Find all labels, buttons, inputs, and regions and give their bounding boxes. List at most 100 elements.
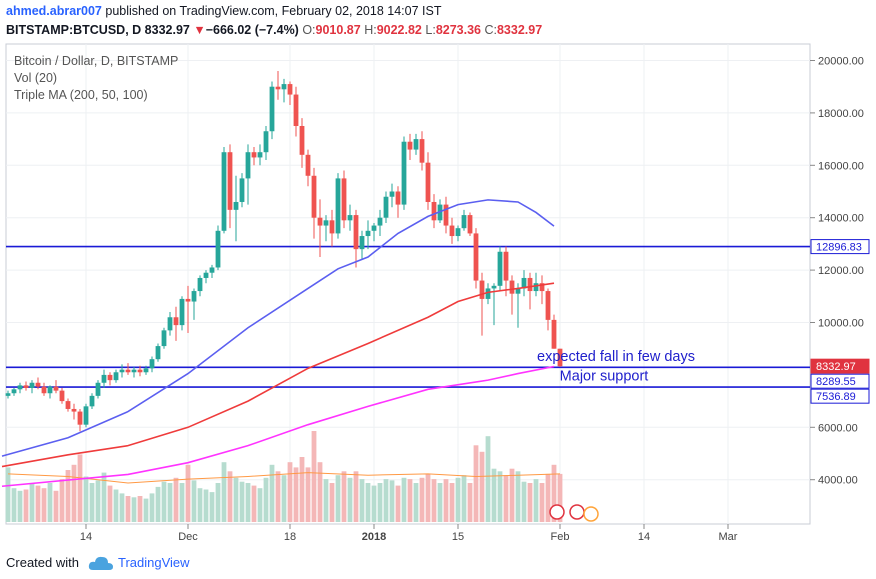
candle xyxy=(203,272,209,278)
high-value: 9022.82 xyxy=(376,23,422,37)
volume-bar xyxy=(59,479,65,522)
candle xyxy=(53,386,59,391)
event-icon[interactable] xyxy=(583,506,599,522)
volume-bar xyxy=(5,467,11,522)
volume-bar xyxy=(275,471,281,522)
volume-bar xyxy=(245,483,251,522)
y-tick-label: 14000.00 xyxy=(818,213,864,225)
candle xyxy=(311,175,317,218)
candle xyxy=(29,382,35,388)
candle xyxy=(491,285,497,289)
legend-volume: Vol (20) xyxy=(14,71,57,85)
candle xyxy=(347,215,353,221)
candle xyxy=(137,369,143,373)
candle xyxy=(167,317,173,331)
y-tick-label: 4000.00 xyxy=(818,475,858,487)
ma200-line xyxy=(1,365,555,488)
candle xyxy=(161,330,167,347)
candle xyxy=(395,191,401,205)
volume-bar xyxy=(449,483,455,522)
volume-bar xyxy=(533,479,539,522)
volume-bar xyxy=(305,467,311,522)
volume-bar xyxy=(161,481,167,522)
volume-bar xyxy=(323,479,329,522)
candle xyxy=(299,126,305,155)
candle xyxy=(527,277,533,292)
volume-bar xyxy=(401,477,407,522)
volume-bar xyxy=(491,468,497,522)
change-arrow-icon: ▼ xyxy=(193,23,206,37)
candle xyxy=(461,215,467,229)
volume-bar xyxy=(53,490,59,522)
volume-bar xyxy=(455,477,461,522)
volume-bar xyxy=(551,464,557,522)
volume-bar xyxy=(443,479,449,522)
us-event-icon[interactable] xyxy=(569,504,585,520)
volume-bar xyxy=(509,468,515,522)
volume-bar xyxy=(185,464,191,522)
volume-bar xyxy=(143,498,149,522)
volume-bar xyxy=(383,479,389,522)
candle xyxy=(119,369,125,373)
tradingview-cloud-icon[interactable] xyxy=(88,554,114,572)
volume-bar xyxy=(155,486,161,522)
volume-bar xyxy=(335,475,341,522)
last-price: 8332.97 xyxy=(144,23,190,37)
candle xyxy=(473,233,479,281)
volume-bar xyxy=(11,488,17,522)
x-tick-label: 14 xyxy=(638,531,650,543)
volume-bar xyxy=(461,475,467,522)
volume-bar xyxy=(527,483,533,522)
candle xyxy=(521,277,527,289)
event-icons[interactable] xyxy=(549,504,599,522)
volume-bar xyxy=(83,476,89,522)
candle xyxy=(509,280,515,294)
volume-bar xyxy=(77,454,83,522)
candle xyxy=(443,204,449,226)
candle xyxy=(425,162,431,202)
y-tick-label: 6000.00 xyxy=(818,422,858,434)
candle xyxy=(419,139,425,163)
candle xyxy=(131,369,137,373)
author-link[interactable]: ahmed.abrar007 xyxy=(6,4,102,18)
candle xyxy=(365,230,371,237)
candle xyxy=(281,84,287,90)
volume-bar xyxy=(263,477,269,522)
candle xyxy=(515,288,521,294)
open-value: 9010.87 xyxy=(315,23,361,37)
candle xyxy=(545,291,551,320)
candle xyxy=(11,389,17,394)
volume-bar xyxy=(137,496,143,522)
volume-bar xyxy=(353,471,359,522)
candle xyxy=(101,374,107,383)
tradingview-link[interactable]: TradingView xyxy=(118,555,190,570)
volume-bar xyxy=(395,485,401,522)
symbol-label[interactable]: BITSTAMP:BTCUSD, D xyxy=(6,23,142,37)
ohlc-line: BITSTAMP:BTCUSD, D 8332.97 ▼−666.02 (−7.… xyxy=(6,23,542,37)
volume-bar xyxy=(365,483,371,522)
candle xyxy=(65,401,71,409)
close-label: C: xyxy=(484,23,497,37)
candle xyxy=(215,230,221,268)
legend-symbol: Bitcoin / Dollar, D, BITSTAMP xyxy=(14,54,178,68)
volume-bar xyxy=(65,470,71,522)
candle xyxy=(191,291,197,302)
volume-bar xyxy=(371,485,377,522)
us-event-icon[interactable] xyxy=(549,504,565,520)
volume-bar xyxy=(311,431,317,522)
candle xyxy=(257,152,263,158)
y-tick-label: 16000.00 xyxy=(818,160,864,172)
volume-bar xyxy=(17,490,23,522)
volume-bar xyxy=(317,462,323,522)
candle xyxy=(407,141,413,150)
volume-bar xyxy=(545,473,551,522)
annotation-text: Major support xyxy=(560,369,649,385)
candle xyxy=(449,225,455,237)
volume-bar xyxy=(293,467,299,522)
ma50-line xyxy=(1,199,555,457)
price-label-box xyxy=(810,388,870,404)
candle xyxy=(227,152,233,210)
price-label: 8289.55 xyxy=(816,376,856,388)
candle xyxy=(95,382,101,396)
